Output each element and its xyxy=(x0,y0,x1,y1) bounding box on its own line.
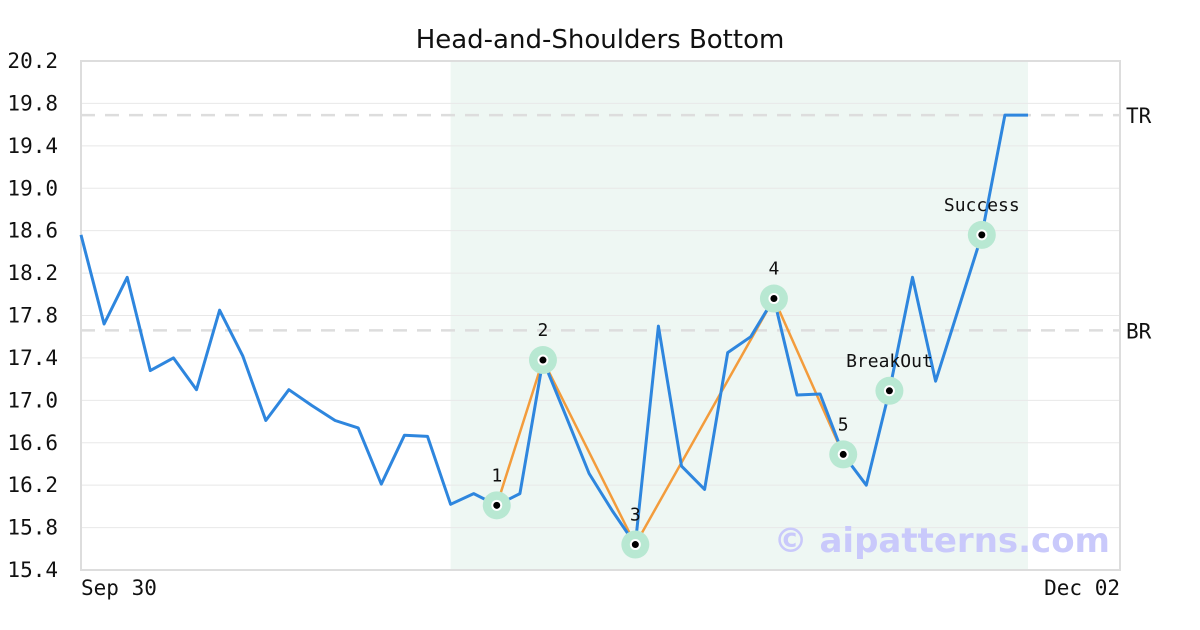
y-tick-label: 15.4 xyxy=(7,558,58,582)
pattern-segment xyxy=(495,358,545,507)
y-tick-label: 17.0 xyxy=(7,388,58,412)
marker-dot xyxy=(885,387,893,395)
y-tick-label: 19.0 xyxy=(7,176,58,200)
pattern-point-label: 4 xyxy=(769,259,780,280)
marker-dot xyxy=(493,501,501,509)
price-series-layer xyxy=(79,113,1028,546)
y-axis-tick-labels: 15.4 15.8 16.2 16.6 17.0 17.4 17.8 18.2 18.6 19.0… xyxy=(7,49,58,582)
y-tick-label: 20.2 xyxy=(7,49,58,73)
x-tick-label: Dec 02 xyxy=(1044,576,1120,600)
marker-dot xyxy=(539,356,547,364)
watermark: © aipatterns.com xyxy=(774,521,1110,561)
annotation-label: BreakOut xyxy=(846,351,933,372)
x-tick-label: Sep 30 xyxy=(81,576,157,600)
pattern-point-label: 1 xyxy=(491,465,502,486)
annotation-label: Success xyxy=(944,195,1020,216)
y-tick-label: 16.6 xyxy=(7,431,58,455)
pattern-segment xyxy=(541,358,637,546)
chart-title: Head-and-Shoulders Bottom xyxy=(416,25,785,55)
pattern-point-label: 5 xyxy=(838,414,849,435)
y-tick-label: 19.4 xyxy=(7,134,58,158)
x-axis-tick-labels: Sep 30 Dec 02 xyxy=(81,576,1120,600)
plot-frame xyxy=(80,60,1121,571)
price-series-line xyxy=(79,113,1028,546)
y-tick-label: 18.6 xyxy=(7,219,58,243)
marker-dot xyxy=(839,450,847,458)
y-tick-label: 17.8 xyxy=(7,304,58,328)
marker-dot xyxy=(978,231,986,239)
pattern-markers-layer: 1 2 3 4 5 BreakOut Success xyxy=(482,195,1020,559)
y-tick-label: 15.8 xyxy=(7,516,58,540)
y-tick-label: 19.8 xyxy=(7,91,58,115)
pattern-segment xyxy=(634,297,776,546)
y-tick-label: 17.4 xyxy=(7,346,58,370)
y-tick-label: 16.2 xyxy=(7,473,58,497)
y-tick-label: 18.2 xyxy=(7,261,58,285)
gridlines-layer xyxy=(81,102,1120,529)
pattern-point-label: 3 xyxy=(630,505,641,526)
reference-lines-layer: TR BR xyxy=(81,104,1152,343)
marker-dot xyxy=(631,541,639,549)
pattern-point-label: 2 xyxy=(538,320,549,341)
reference-line-label-br: BR xyxy=(1126,319,1152,343)
reference-line-label-tr: TR xyxy=(1126,104,1152,128)
marker-dot xyxy=(770,295,778,303)
